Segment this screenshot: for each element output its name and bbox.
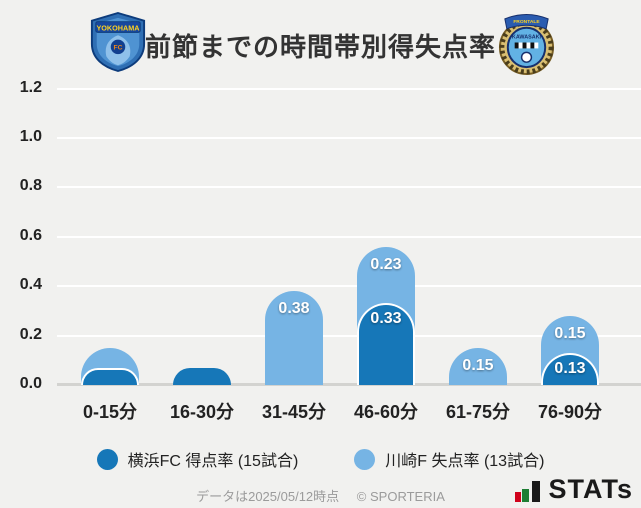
kawasaki-frontale-crest-icon: FRONTALE KAWASAKI (496, 9, 557, 81)
bar-value-label: 0.33 (370, 310, 402, 328)
y-axis-tick-label: 1.0 (19, 128, 42, 145)
gridline (57, 235, 641, 238)
x-axis-label: 31-45分 (261, 402, 327, 422)
x-axis-baseline (57, 383, 641, 386)
chart-legend: 横浜FC 得点率 (15試合) 川崎F 失点率 (13試合) (0, 447, 641, 471)
bar-yokohama-scoring-rate (357, 303, 415, 385)
bar-value-label: 0.23 (370, 255, 402, 273)
legend-label: 川崎F 失点率 (13試合) (385, 453, 545, 470)
x-axis-label: 0-15分 (82, 402, 138, 422)
footer-note: データは2025/05/12時点 © SPORTERIA (0, 486, 641, 505)
data-date-note: データは2025/05/12時点 (196, 489, 340, 504)
y-axis-tick-label: 0.2 (19, 325, 42, 343)
legend-item: 横浜FC 得点率 (15試合) (96, 447, 299, 471)
bar-value-label: 0.13 (554, 359, 586, 377)
yokohama-fc-crest-svg: YOKOHAMA FC (90, 11, 146, 73)
bar-value-label: 0.15 (554, 324, 586, 342)
gridline (57, 186, 641, 189)
y-axis-tick-label: 1.2 (19, 78, 42, 96)
bar-yokohama-scoring-rate (81, 367, 139, 385)
stats-bar-chart-icon (514, 468, 540, 504)
yokohama-fc-crest-icon: YOKOHAMA FC (89, 11, 147, 77)
stats-brand-logo: STATs (514, 468, 634, 504)
yokohama-fc-monogram: FC (114, 45, 123, 52)
x-axis-label: 76-90分 (537, 402, 603, 422)
kawasaki-name-text: KAWASAKI (512, 35, 542, 41)
y-axis-tick-label: 0.8 (19, 177, 42, 195)
legend-marker-icon (96, 448, 118, 470)
y-axis-tick-label: 0.0 (19, 375, 42, 392)
x-axis-label: 61-75分 (445, 402, 511, 422)
y-axis-tick-label: 0.6 (19, 226, 42, 244)
y-axis-tick-label: 0.4 (19, 276, 42, 294)
chart-title: 前節までの時間帯別得失点率 (144, 32, 496, 62)
bar-yokohama-scoring-rate (173, 367, 231, 385)
kawasaki-frontale-crest-svg: FRONTALE KAWASAKI (498, 13, 555, 75)
bar-value-label: 0.15 (462, 356, 494, 374)
bar-kawasaki-conceded-rate (265, 291, 323, 385)
legend-label: 横浜FC 得点率 (15試合) (127, 453, 299, 470)
bar-value-label: 0.38 (278, 300, 310, 318)
copyright-text: © SPORTERIA (356, 489, 445, 504)
legend-marker-icon (354, 448, 376, 470)
yokohama-banner-text: YOKOHAMA (96, 23, 140, 32)
x-axis-label: 46-60分 (353, 402, 419, 422)
x-axis-label: 16-30分 (169, 402, 235, 422)
stats-brand-text: STATs (548, 474, 633, 504)
gridline (57, 285, 641, 288)
legend-item: 川崎F 失点率 (13試合) (354, 447, 544, 471)
gridline (57, 137, 641, 139)
gridline (57, 87, 641, 90)
gridline (57, 334, 641, 337)
frontale-banner-text: FRONTALE (513, 19, 540, 25)
